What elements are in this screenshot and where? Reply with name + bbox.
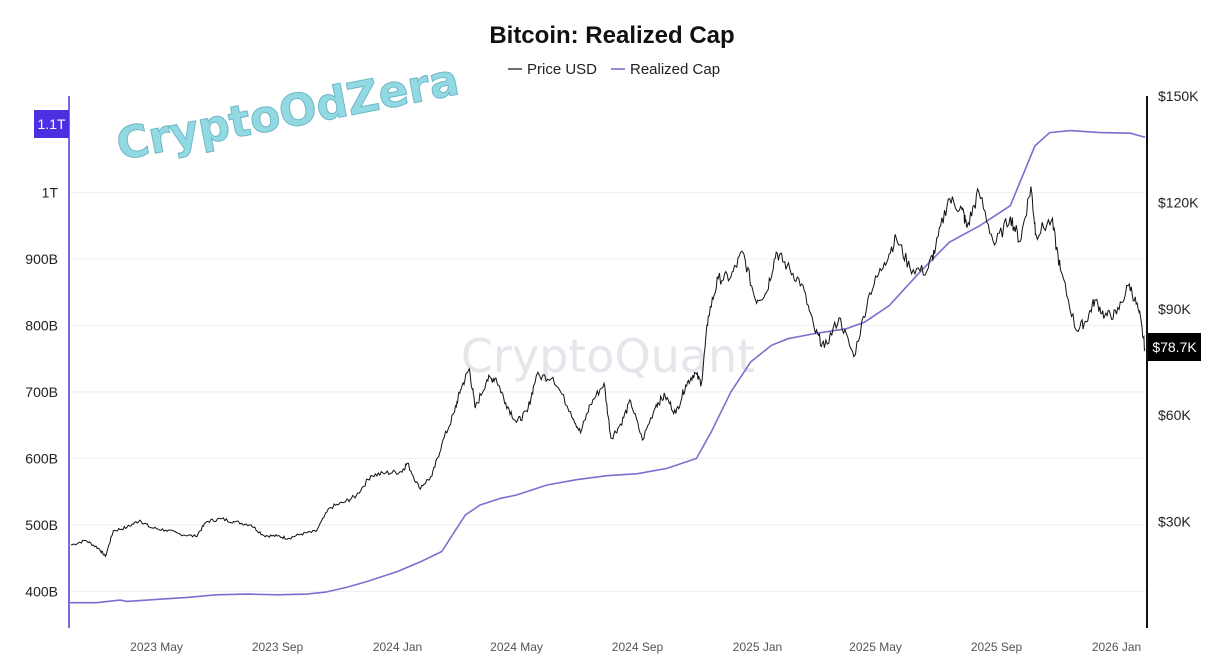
series-line-realized-cap [69, 129, 1146, 604]
right-axis-ticks: $30K $60K $90K $120K $150K [1158, 88, 1199, 530]
series-line-price-usd [70, 186, 1146, 558]
right-current-value-badge: $78.7K [1148, 333, 1201, 361]
left-axis-tick-label: 700B [25, 384, 58, 400]
x-axis-tick-label: 2024 May [490, 640, 543, 654]
x-axis-tick-label: 2026 Jan [1092, 640, 1141, 654]
right-axis-tick-label: $150K [1158, 88, 1199, 104]
x-axis-tick-label: 2023 May [130, 640, 183, 654]
grid [69, 191, 1147, 592]
right-axis-tick-label: $60K [1158, 407, 1191, 423]
right-axis-tick-label: $30K [1158, 514, 1191, 530]
left-axis-ticks: 400B 500B 600B 700B 800B 900B 1T [25, 184, 58, 599]
left-badge-label: 1.1T [37, 116, 65, 132]
left-axis-tick-label: 500B [25, 517, 58, 533]
legend-label-price[interactable]: Price USD [527, 61, 597, 78]
x-axis-tick-label: 2023 Sep [252, 640, 304, 654]
x-axis-tick-label: 2024 Sep [612, 640, 664, 654]
x-axis-ticks: 2023 May 2023 Sep 2024 Jan 2024 May 2024 Sep… [130, 640, 1141, 654]
left-axis-tick-label: 1T [42, 184, 59, 200]
legend-label-realized-cap[interactable]: Realized Cap [630, 61, 720, 78]
x-axis-tick-label: 2024 Jan [373, 640, 422, 654]
left-axis-tick-label: 900B [25, 251, 58, 267]
left-axis-tick-label: 800B [25, 317, 58, 333]
right-badge-background [1148, 333, 1201, 361]
left-current-value-badge: 1.1T [34, 110, 69, 138]
right-axis-tick-label: $90K [1158, 301, 1191, 317]
left-axis-tick-label: 400B [25, 583, 58, 599]
corner-watermark: CryptoOdZera [112, 54, 463, 170]
legend: Price USD Realized Cap [508, 61, 720, 78]
x-axis-tick-label: 2025 May [849, 640, 902, 654]
right-axis-tick-label: $120K [1158, 194, 1199, 210]
right-badge-label: $78.7K [1152, 339, 1197, 355]
left-axis-tick-label: 600B [25, 450, 58, 466]
center-watermark: CryptoQuant [461, 329, 755, 383]
left-badge-background [34, 110, 69, 138]
x-axis-tick-label: 2025 Jan [733, 640, 782, 654]
x-axis-tick-label: 2025 Sep [971, 640, 1023, 654]
chart-title: Bitcoin: Realized Cap [489, 22, 734, 49]
